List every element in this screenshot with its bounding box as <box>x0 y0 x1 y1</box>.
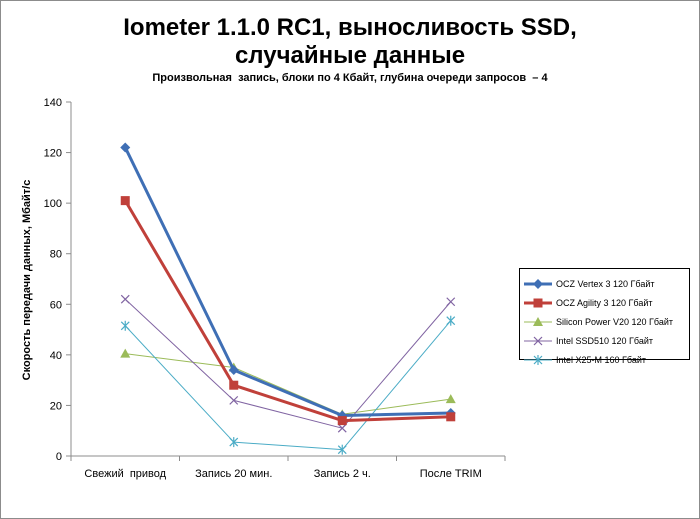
y-tick-label: 0 <box>56 451 62 463</box>
chart-title-line1: Iometer 1.1.0 RC1, выносливость SSD, <box>123 14 577 41</box>
y-tick-label: 40 <box>50 350 62 362</box>
data-point <box>533 355 543 365</box>
series-4 <box>120 294 456 433</box>
data-point <box>337 444 347 455</box>
data-point <box>337 416 347 426</box>
data-point <box>446 297 456 307</box>
data-point <box>120 294 130 304</box>
x-tick-label: Свежий привод <box>84 468 166 480</box>
legend-swatch <box>524 336 552 346</box>
data-point <box>446 412 456 422</box>
series-line <box>124 320 452 451</box>
data-point <box>120 320 130 331</box>
legend-item: Intel SSD510 120 Гбайт <box>523 334 689 348</box>
legend-item: Silicon Power V20 120 Гбайт <box>523 315 689 329</box>
x-tick-label: Запись 20 мин. <box>195 468 272 480</box>
data-point <box>120 142 131 153</box>
data-point <box>229 437 239 448</box>
data-point <box>228 365 239 376</box>
chart-title-line2: случайные данные <box>234 42 466 69</box>
legend-item: OCZ Vertex 3 120 Гбайт <box>523 277 689 291</box>
series-5 <box>120 315 456 455</box>
legend-swatch <box>524 279 552 289</box>
legend-label: Intel SSD510 120 Гбайт <box>556 336 654 346</box>
legend-swatch <box>524 317 552 326</box>
data-point <box>533 317 543 326</box>
y-tick-label: 80 <box>50 249 62 261</box>
legend-label: OCZ Vertex 3 120 Гбайт <box>556 279 655 289</box>
y-tick-label: 100 <box>44 198 62 210</box>
data-point <box>120 196 130 206</box>
series-2 <box>120 196 456 426</box>
series-3 <box>120 348 456 419</box>
series-line <box>124 298 452 429</box>
y-tick-label: 140 <box>44 97 62 109</box>
data-point <box>120 348 131 358</box>
series-1 <box>120 142 456 421</box>
data-point <box>445 394 456 404</box>
legend-swatch <box>524 298 552 308</box>
legend-item: Intel X25-M 160 Гбайт <box>523 353 689 367</box>
data-point <box>229 380 239 390</box>
series-line <box>125 353 451 415</box>
x-tick-label: После TRIM <box>420 468 482 480</box>
y-tick-label: 120 <box>44 148 62 160</box>
data-point <box>446 315 456 326</box>
legend-label: Intel X25-M 160 Гбайт <box>556 355 647 365</box>
x-tick-label: Запись 2 ч. <box>314 468 371 480</box>
data-point <box>533 336 543 346</box>
data-point <box>337 423 347 433</box>
data-point <box>533 298 543 308</box>
data-point <box>533 279 543 289</box>
legend-label: Silicon Power V20 120 Гбайт <box>556 317 674 327</box>
legend-swatch <box>524 355 552 365</box>
y-tick-label: 60 <box>50 299 62 311</box>
chart-subtitle: Произвольная запись, блоки по 4 Кбайт, г… <box>152 72 548 84</box>
legend: OCZ Vertex 3 120 Гбайт OCZ Agility 3 120 … <box>519 268 690 365</box>
series-line <box>123 146 451 418</box>
legend-label: OCZ Agility 3 120 Гбайт <box>556 298 653 308</box>
y-tick-label: 20 <box>50 400 62 412</box>
series-line <box>123 199 451 423</box>
legend-item: OCZ Agility 3 120 Гбайт <box>523 296 689 310</box>
data-point <box>229 395 239 405</box>
